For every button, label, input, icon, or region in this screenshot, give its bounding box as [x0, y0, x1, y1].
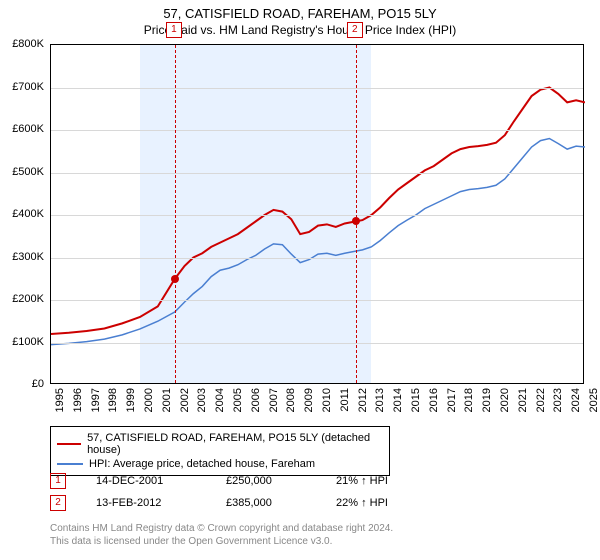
x-tick-label: 2021: [517, 388, 529, 412]
transaction-price: £250,000: [226, 475, 306, 487]
x-tick-label: 1997: [90, 388, 102, 412]
x-tick-label: 2000: [143, 388, 155, 412]
transaction-price: £385,000: [226, 497, 306, 509]
transaction-number-box: 1: [50, 473, 66, 489]
x-tick-label: 2025: [588, 388, 600, 412]
x-tick-label: 1996: [72, 388, 84, 412]
series-line: [51, 88, 585, 335]
y-tick-label: £300K: [0, 251, 44, 263]
x-tick-label: 2008: [285, 388, 297, 412]
transaction-number-box: 2: [50, 495, 66, 511]
y-tick-label: £200K: [0, 293, 44, 305]
transaction-line: [356, 45, 357, 383]
x-tick-label: 2024: [570, 388, 582, 412]
gridline: [51, 173, 583, 174]
chart-title: 57, CATISFIELD ROAD, FAREHAM, PO15 5LY: [0, 0, 600, 21]
transaction-pct: 22% ↑ HPI: [336, 497, 388, 509]
y-tick-label: £100K: [0, 336, 44, 348]
plot-area: [50, 44, 584, 384]
gridline: [51, 258, 583, 259]
y-tick-label: £600K: [0, 123, 44, 135]
gridline: [51, 130, 583, 131]
legend-swatch: [57, 463, 83, 465]
x-tick-label: 2019: [481, 388, 493, 412]
x-tick-label: 2020: [499, 388, 511, 412]
x-tick-label: 2017: [446, 388, 458, 412]
x-tick-label: 2018: [463, 388, 475, 412]
chart-subtitle: Price paid vs. HM Land Registry's House …: [0, 21, 600, 37]
x-tick-label: 2013: [374, 388, 386, 412]
legend-label: 57, CATISFIELD ROAD, FAREHAM, PO15 5LY (…: [87, 432, 383, 456]
x-tick-label: 2022: [535, 388, 547, 412]
chart-container: 57, CATISFIELD ROAD, FAREHAM, PO15 5LY P…: [0, 0, 600, 560]
transactions-table: 1 14-DEC-2001 £250,000 21% ↑ HPI 2 13-FEB-201…: [50, 470, 388, 514]
series-line: [51, 139, 585, 345]
x-tick-label: 1998: [107, 388, 119, 412]
x-tick-label: 2011: [339, 388, 351, 412]
transaction-dot: [171, 275, 179, 283]
transaction-dot: [352, 217, 360, 225]
attribution: Contains HM Land Registry data © Crown c…: [50, 522, 393, 548]
legend-row: HPI: Average price, detached house, Fare…: [57, 457, 383, 471]
x-tick-label: 2014: [392, 388, 404, 412]
y-tick-label: £0: [0, 378, 44, 390]
x-tick-label: 2002: [179, 388, 191, 412]
y-tick-label: £400K: [0, 208, 44, 220]
gridline: [51, 215, 583, 216]
attribution-line: This data is licensed under the Open Gov…: [50, 535, 393, 548]
legend: 57, CATISFIELD ROAD, FAREHAM, PO15 5LY (…: [50, 426, 390, 476]
attribution-line: Contains HM Land Registry data © Crown c…: [50, 522, 393, 535]
gridline: [51, 343, 583, 344]
transaction-row: 2 13-FEB-2012 £385,000 22% ↑ HPI: [50, 492, 388, 514]
transaction-date: 14-DEC-2001: [96, 475, 196, 487]
x-tick-label: 2003: [196, 388, 208, 412]
x-tick-label: 2007: [268, 388, 280, 412]
gridline: [51, 88, 583, 89]
x-tick-label: 2023: [552, 388, 564, 412]
x-tick-label: 2001: [161, 388, 173, 412]
x-tick-label: 2004: [214, 388, 226, 412]
x-tick-label: 2009: [303, 388, 315, 412]
x-tick-label: 2005: [232, 388, 244, 412]
transaction-marker: 1: [166, 22, 182, 38]
x-tick-label: 2006: [250, 388, 262, 412]
transaction-line: [175, 45, 176, 383]
x-tick-label: 1999: [125, 388, 137, 412]
y-tick-label: £700K: [0, 81, 44, 93]
x-tick-label: 2010: [321, 388, 333, 412]
transaction-date: 13-FEB-2012: [96, 497, 196, 509]
transaction-row: 1 14-DEC-2001 £250,000 21% ↑ HPI: [50, 470, 388, 492]
x-tick-label: 1995: [54, 388, 66, 412]
x-tick-label: 2012: [357, 388, 369, 412]
legend-swatch: [57, 443, 81, 445]
transaction-pct: 21% ↑ HPI: [336, 475, 388, 487]
transaction-marker: 2: [347, 22, 363, 38]
y-tick-label: £500K: [0, 166, 44, 178]
legend-row: 57, CATISFIELD ROAD, FAREHAM, PO15 5LY (…: [57, 431, 383, 457]
y-tick-label: £800K: [0, 38, 44, 50]
x-tick-label: 2015: [410, 388, 422, 412]
x-tick-label: 2016: [428, 388, 440, 412]
legend-label: HPI: Average price, detached house, Fare…: [89, 458, 315, 470]
gridline: [51, 300, 583, 301]
